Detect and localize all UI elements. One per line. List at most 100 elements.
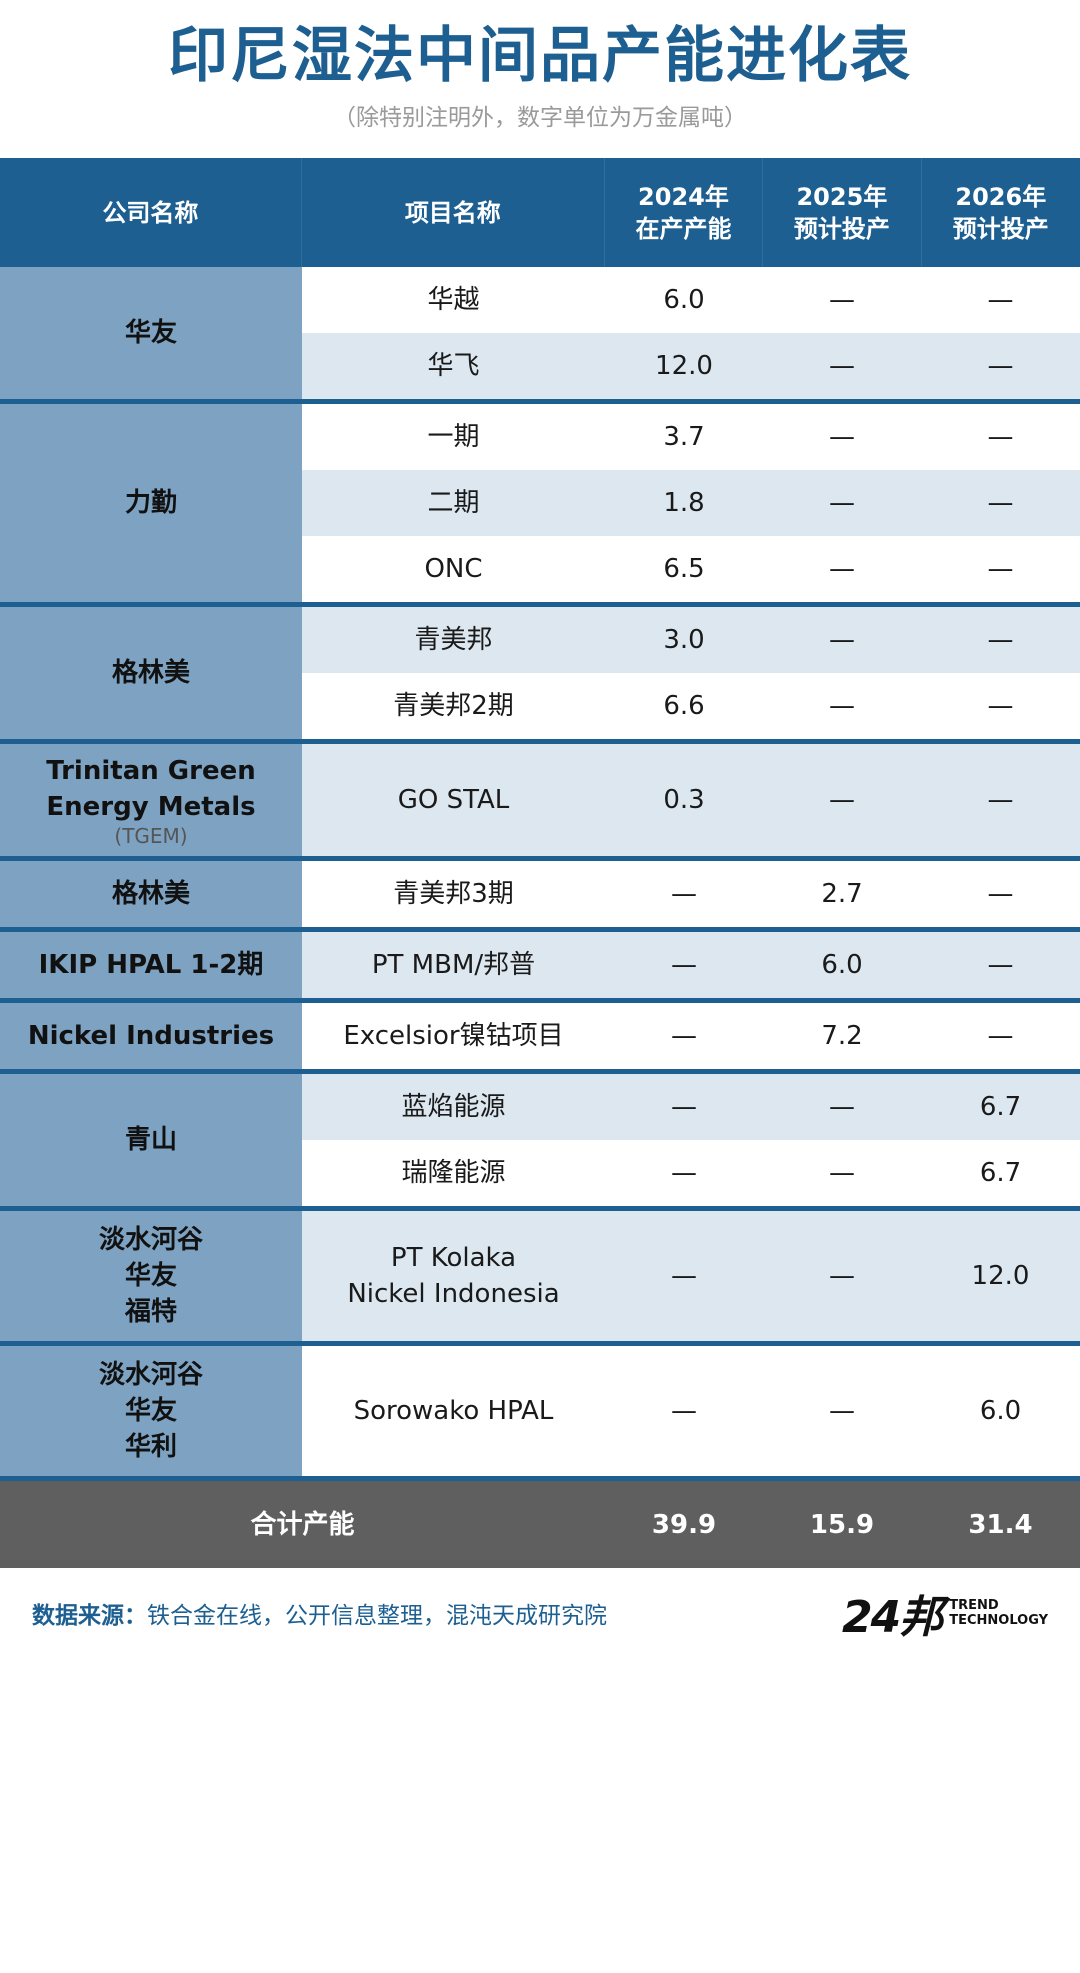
capacity-2024: 1.8	[663, 488, 705, 518]
capacity-2024: —	[671, 879, 697, 909]
project-name: 二期	[302, 470, 605, 536]
table-row: 华飞 12.0 — —	[302, 333, 1080, 399]
table-row: 青美邦 3.0 — —	[302, 607, 1080, 673]
table-body: 华友 华越 6.0 — — 华飞 12.0 — — 力勤 一期 3.7 — — 二期 1.8 — — ONC 6.5 —…	[0, 267, 1080, 1481]
project-name-line: 蓝焰能源	[401, 1092, 506, 1122]
company-cell: IKIP HPAL 1-2期	[0, 932, 302, 998]
project-name: 华越	[302, 267, 605, 333]
project-name: 瑞隆能源	[302, 1140, 605, 1206]
capacity-2025: —	[829, 488, 855, 518]
capacity-2025: —	[829, 1158, 855, 1188]
capacity-2025: —	[829, 691, 855, 721]
brand-logo: 24邦 TREND TECHNOLOGY	[842, 1581, 1048, 1645]
capacity-2026: —	[987, 950, 1014, 980]
project-name: PT MBM/邦普	[302, 932, 605, 998]
table-row: 瑞隆能源 — — 6.7	[302, 1140, 1080, 1206]
company-name: Nickel Industries	[27, 1021, 275, 1051]
company-cell: 淡水河谷 华友 华利	[0, 1346, 302, 1476]
project-name-line: 瑞隆能源	[401, 1158, 506, 1188]
capacity-2026: 6.7	[979, 1092, 1022, 1122]
page-subtitle: （除特别注明外，数字单位为万金属吨）	[333, 105, 747, 131]
company-cell: 华友	[0, 267, 302, 399]
capacity-2026: —	[987, 625, 1014, 655]
header-2025-label: 预计投产	[793, 214, 890, 243]
company-name: 华友	[124, 318, 177, 348]
company-name: 华利	[124, 1432, 177, 1462]
project-name: GO STAL	[302, 744, 605, 856]
company-cell: 格林美	[0, 607, 302, 739]
table-header-row: 公司名称 项目名称 2024年 在产产能 2025年 预计投产 2026年 预计投产	[0, 158, 1080, 267]
logo-line-1: TREND	[949, 1598, 999, 1613]
project-name: 青美邦3期	[302, 861, 605, 927]
capacity-2026: —	[987, 785, 1014, 815]
project-name-line: ONC	[424, 554, 483, 584]
project-name-line: PT Kolaka	[390, 1243, 517, 1273]
project-name-line: Sorowako HPAL	[353, 1396, 554, 1426]
company-name: 淡水河谷	[98, 1360, 203, 1390]
table-row: 二期 1.8 — —	[302, 470, 1080, 536]
company-group: 淡水河谷 华友 华利 Sorowako HPAL — — 6.0	[0, 1346, 1080, 1481]
project-name: Sorowako HPAL	[302, 1346, 605, 1476]
project-name-line: GO STAL	[397, 785, 510, 815]
capacity-2024: —	[671, 1021, 697, 1051]
capacity-2025: —	[829, 554, 855, 584]
header-2024-year: 2024年	[638, 182, 729, 211]
total-label: 合计产能	[250, 1509, 355, 1540]
total-2026: 31.4	[968, 1509, 1033, 1540]
source-label: 数据来源：	[32, 1603, 147, 1629]
company-name: 格林美	[111, 658, 190, 688]
company-name: 格林美	[111, 879, 190, 909]
page-title: 印尼湿法中间品产能进化表	[168, 21, 912, 91]
capacity-2024: 6.6	[663, 691, 705, 721]
capacity-2024: 3.0	[663, 625, 705, 655]
capacity-2026: 12.0	[971, 1261, 1030, 1291]
table-row: PT Kolaka Nickel Indonesia — — 12.0	[302, 1211, 1080, 1341]
total-2024: 39.9	[651, 1509, 717, 1540]
data-source: 数据来源：铁合金在线，公开信息整理，混沌天成研究院	[32, 1596, 607, 1630]
capacity-2026: —	[987, 691, 1014, 721]
capacity-2026: —	[987, 422, 1014, 452]
page: 印尼湿法中间品产能进化表 （除特别注明外，数字单位为万金属吨） 公司名称 项目名…	[0, 21, 1080, 1645]
table-row: GO STAL 0.3 — —	[302, 744, 1080, 856]
capacity-2025: —	[829, 785, 855, 815]
logo-line-2: TECHNOLOGY	[949, 1613, 1048, 1628]
table-row: ONC 6.5 — —	[302, 536, 1080, 602]
logo-mark: 24邦	[841, 1592, 943, 1643]
project-rows: 青美邦 3.0 — — 青美邦2期 6.6 — —	[302, 607, 1080, 739]
capacity-2025: 6.0	[821, 950, 863, 980]
capacity-2025: —	[829, 351, 855, 381]
project-name: 蓝焰能源	[302, 1074, 605, 1140]
header-2026-year: 2026年	[955, 182, 1047, 211]
capacity-2026: 6.0	[979, 1396, 1022, 1426]
company-name: 青山	[124, 1125, 177, 1155]
logo-text: TREND TECHNOLOGY	[949, 1598, 1048, 1628]
project-name-line: 一期	[427, 422, 480, 452]
project-name: 青美邦	[302, 607, 605, 673]
company-group: 华友 华越 6.0 — — 华飞 12.0 — —	[0, 267, 1080, 404]
company-cell: 淡水河谷 华友 福特	[0, 1211, 302, 1341]
capacity-2025: —	[829, 285, 855, 315]
project-name: PT Kolaka Nickel Indonesia	[302, 1211, 605, 1341]
capacity-2026: —	[987, 879, 1014, 909]
project-name-line: 华越	[427, 285, 480, 315]
table-row: 蓝焰能源 — — 6.7	[302, 1074, 1080, 1140]
project-name: 华飞	[302, 333, 605, 399]
company-group: 淡水河谷 华友 福特 PT Kolaka Nickel Indonesia — — 12.0	[0, 1211, 1080, 1346]
table-row: 青美邦2期 6.6 — —	[302, 673, 1080, 739]
company-cell: Trinitan Green Energy Metals (TGEM)	[0, 744, 302, 856]
capacity-2024: —	[671, 1396, 697, 1426]
capacity-2024: —	[671, 1158, 697, 1188]
header-2025: 2025年 预计投产	[762, 158, 920, 267]
header-2026: 2026年 预计投产	[920, 158, 1080, 267]
company-group: Nickel Industries Excelsior镍钴项目 — 7.2 —	[0, 1003, 1080, 1074]
company-group: 青山 蓝焰能源 — — 6.7 瑞隆能源 — — 6.7	[0, 1074, 1080, 1211]
capacity-2025: —	[829, 1261, 855, 1291]
table-row: Excelsior镍钴项目 — 7.2 —	[302, 1003, 1080, 1069]
company-name: IKIP HPAL 1-2期	[38, 950, 264, 980]
capacity-2025: —	[829, 1092, 855, 1122]
project-name: 一期	[302, 404, 605, 470]
project-rows: PT Kolaka Nickel Indonesia — — 12.0	[302, 1211, 1080, 1341]
capacity-2024: 12.0	[655, 351, 713, 381]
project-rows: Sorowako HPAL — — 6.0	[302, 1346, 1080, 1476]
company-abbreviation: (TGEM)	[114, 824, 188, 848]
